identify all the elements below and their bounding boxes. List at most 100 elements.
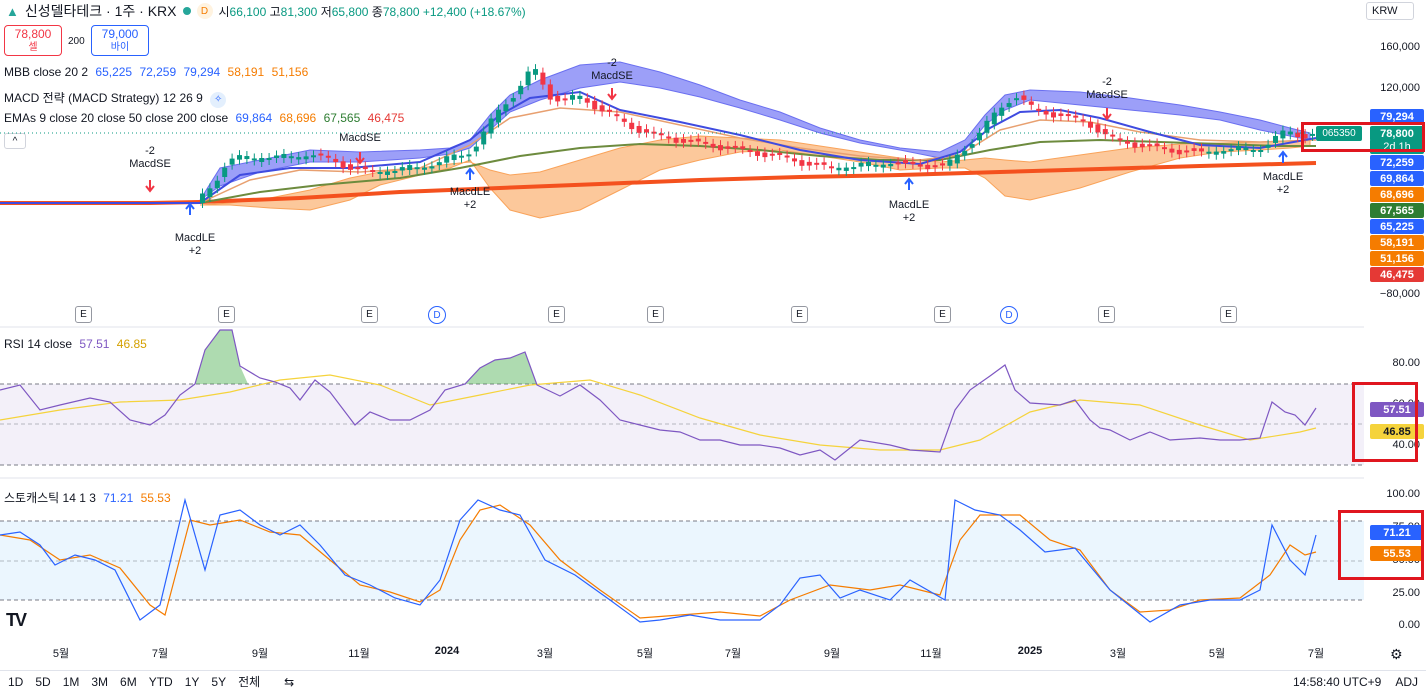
timeframe-3m[interactable]: 3M <box>91 674 109 689</box>
candle-body <box>1080 119 1086 122</box>
symbol-title[interactable]: 신성델타테크 · 1주 · KRX <box>24 3 177 19</box>
timeframe-1y[interactable]: 1Y <box>184 674 200 689</box>
candle-body <box>718 145 723 151</box>
adj-toggle[interactable]: ADJ <box>1395 674 1418 689</box>
tradingview-logo[interactable]: TV <box>6 610 27 630</box>
date-range-icon[interactable]: ⇆ <box>284 674 295 689</box>
earnings-badge[interactable]: E <box>75 306 92 323</box>
candle-body <box>666 136 672 139</box>
candle-body <box>200 193 205 203</box>
rsi-legend[interactable]: RSI 14 close 57.51 46.85 <box>4 337 151 351</box>
time-tick: 11월 <box>920 648 942 660</box>
earnings-badge[interactable]: E <box>218 306 235 323</box>
mbb-value: 65,225 <box>95 65 133 79</box>
rsi-ma-value: 46.85 <box>116 337 147 351</box>
candle-body <box>1213 151 1219 155</box>
earnings-badge[interactable]: E <box>1098 306 1115 323</box>
candle-body <box>296 157 302 160</box>
candle-body <box>851 167 857 170</box>
market-status-icon <box>182 7 191 15</box>
earnings-badge[interactable]: E <box>791 306 808 323</box>
candle-body <box>607 109 612 112</box>
earnings-badge[interactable]: E <box>934 306 951 323</box>
price-candles <box>200 64 1315 208</box>
currency-select[interactable]: KRW <box>1366 2 1414 20</box>
candle-body <box>1228 149 1234 152</box>
candle-body <box>1051 112 1056 118</box>
candle-body <box>259 158 265 162</box>
earnings-badge[interactable]: E <box>1220 306 1237 323</box>
buy-button[interactable]: 79,000 바이 <box>91 25 149 56</box>
signal-label: MacdSE <box>339 132 381 144</box>
stoch-axis[interactable]: 100.00 75.00 50.00 25.00 0.00 71.21 55.5… <box>1364 478 1426 646</box>
timeframe-5d[interactable]: 5D <box>35 674 51 689</box>
candle-body <box>444 156 450 163</box>
settings-icon[interactable]: ✧ <box>210 92 227 108</box>
candle-body <box>1147 144 1153 147</box>
candle-body <box>1132 142 1138 148</box>
time-tick: 9월 <box>251 648 269 660</box>
mbb-legend[interactable]: MBB close 20 2 65,225 72,259 79,294 58,1… <box>4 65 312 79</box>
candle-body <box>266 158 272 160</box>
clock[interactable]: 14:58:40 UTC+9 <box>1292 674 1382 689</box>
stoch-legend[interactable]: 스토캐스틱 14 1 3 71.21 55.53 <box>4 489 175 506</box>
stoch-d-value: 55.53 <box>140 491 171 505</box>
sell-arrow-icon <box>145 180 155 193</box>
candle-body <box>303 156 309 160</box>
time-axis[interactable]: 5월 7월 9월 11월 2024 3월 5월 7월 9월 11월 2025 3… <box>0 645 1364 665</box>
candle-body <box>762 152 768 158</box>
ema-value: 68,696 <box>279 111 317 125</box>
signal-label: -2 MacdSE <box>591 57 633 82</box>
buy-arrow-icon <box>465 167 475 180</box>
timeframe-all[interactable]: 전체 <box>238 675 261 689</box>
candle-body <box>525 71 531 86</box>
earnings-badge[interactable]: E <box>647 306 664 323</box>
candle-body <box>910 161 916 164</box>
candle-body <box>459 155 464 158</box>
earnings-badge[interactable]: E <box>361 306 378 323</box>
countdown-code: 065350 <box>1316 126 1362 141</box>
candle-body <box>836 167 842 171</box>
candle-body <box>1110 134 1116 137</box>
sell-arrow-icon <box>1102 108 1112 121</box>
candle-body <box>873 164 879 167</box>
timeframe-6m[interactable]: 6M <box>120 674 137 689</box>
candle-body <box>895 162 901 165</box>
candle-body <box>1310 133 1315 136</box>
dividend-badge[interactable]: D <box>1000 306 1018 324</box>
ema-value: 46,475 <box>367 111 405 125</box>
dividend-badge[interactable]: D <box>428 306 446 324</box>
candle-body <box>947 159 953 166</box>
earnings-badge[interactable]: E <box>548 306 565 323</box>
stoch-legend-name: 스토캐스틱 14 1 3 <box>4 491 96 505</box>
ema-value: 69,864 <box>235 111 273 125</box>
candle-body <box>251 158 257 161</box>
candle-body <box>1014 98 1019 101</box>
timeframe-1m[interactable]: 1M <box>62 674 80 689</box>
candle-body <box>636 125 642 133</box>
timeframe-5y[interactable]: 5Y <box>211 674 227 689</box>
rsi-axis[interactable]: 80.00 60.00 40.00 57.51 46.85 <box>1364 327 1426 478</box>
candle-body <box>451 154 457 161</box>
buy-arrow-icon <box>185 202 195 215</box>
candle-body <box>1095 124 1101 133</box>
macd-legend[interactable]: MACD 전략 (MACD Strategy) 12 26 9 ✧ <box>4 89 230 108</box>
mbb-lower-price-pill: 65,225 <box>1370 219 1424 234</box>
emas-legend[interactable]: EMAs 9 close 20 close 50 close 200 close… <box>4 111 408 125</box>
chart-settings-icon[interactable]: ⚙ <box>1390 646 1403 662</box>
sell-arrow-icon <box>607 88 617 101</box>
chart-canvas[interactable] <box>0 0 1364 668</box>
rsi-value: 57.51 <box>79 337 110 351</box>
candle-body <box>1117 138 1123 141</box>
collapse-legend-button[interactable]: ^ <box>4 133 26 149</box>
timeframe-ytd[interactable]: YTD <box>148 674 173 689</box>
symbol-bar: ▲ 신성델타테크 · 1주 · KRX D 시66,100 고81,300 저6… <box>0 0 526 22</box>
delay-badge[interactable]: D <box>196 3 213 19</box>
sell-button[interactable]: 78,800 셀 <box>4 25 62 56</box>
timeframe-1d[interactable]: 1D <box>8 674 24 689</box>
price-tick: 160,000 <box>1380 41 1420 53</box>
candle-body <box>599 105 605 112</box>
price-axis[interactable]: 160,000 120,000 −80,000 79,294 78,800 2d… <box>1364 0 1426 327</box>
candle-body <box>325 155 331 158</box>
sell-price: 78,800 <box>14 26 52 41</box>
